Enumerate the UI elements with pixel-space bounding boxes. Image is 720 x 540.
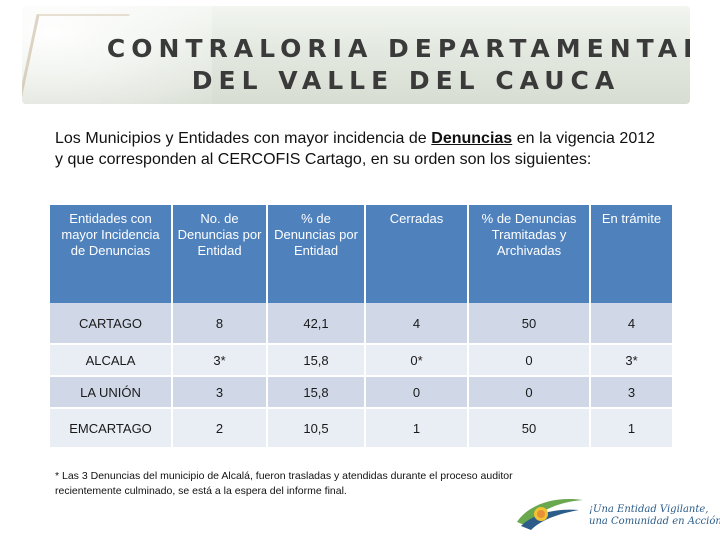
intro-emphasis: Denuncias bbox=[431, 130, 513, 147]
header-entidades: Entidades con mayor Incidencia de Denunc… bbox=[50, 205, 173, 303]
cell-percent: 15,8 bbox=[267, 344, 366, 377]
cell-percent-processed: 0 bbox=[468, 376, 591, 409]
footnote: * Las 3 Denuncias del municipio de Alcal… bbox=[55, 470, 513, 497]
cell-entity: ALCALA bbox=[50, 344, 173, 377]
header-en-tramite: En trámite bbox=[590, 205, 672, 303]
cell-count: 3 bbox=[172, 376, 268, 409]
cell-closed: 1 bbox=[365, 408, 469, 449]
header-banner: CONTRALORIA DEPARTAMENTAL DEL VALLE DEL … bbox=[22, 6, 690, 104]
cell-entity: LA UNIÓN bbox=[50, 376, 173, 409]
cell-closed: 0 bbox=[365, 376, 469, 409]
cell-percent-processed: 50 bbox=[468, 408, 591, 449]
cell-in-process: 3 bbox=[590, 376, 672, 409]
intro-text-start: Los Municipios y Entidades con mayor inc… bbox=[55, 130, 432, 147]
table-header-row: Entidades con mayor Incidencia de Denunc… bbox=[50, 205, 672, 303]
complaints-table: Entidades con mayor Incidencia de Denunc… bbox=[50, 205, 672, 449]
logo-slogan-line2: una Comunidad en Acción! bbox=[589, 516, 720, 527]
cell-percent: 15,8 bbox=[267, 376, 366, 409]
cell-percent: 42,1 bbox=[267, 303, 366, 345]
cell-closed: 4 bbox=[365, 303, 469, 345]
cell-in-process: 3* bbox=[590, 344, 672, 377]
cell-count: 3* bbox=[172, 344, 268, 377]
cell-entity: EMCARTAGO bbox=[50, 408, 173, 449]
swoosh-logo-icon bbox=[517, 498, 583, 530]
header-pct-denuncias: % de Denuncias por Entidad bbox=[267, 205, 366, 303]
logo-slogan-line1: ¡Una Entidad Vigilante, bbox=[589, 504, 709, 515]
header-cerradas: Cerradas bbox=[365, 205, 469, 303]
table-row: LA UNIÓN 3 15,8 0 0 3 bbox=[50, 376, 672, 409]
cell-entity: CARTAGO bbox=[50, 303, 173, 345]
banner-glow bbox=[22, 6, 212, 104]
contraloria-logo: ¡Una Entidad Vigilante, una Comunidad en… bbox=[515, 488, 720, 534]
cell-in-process: 4 bbox=[590, 303, 672, 345]
header-no-denuncias: No. de Denuncias por Entidad bbox=[172, 205, 268, 303]
table-row: CARTAGO 8 42,1 4 50 4 bbox=[50, 303, 672, 345]
cell-percent-processed: 50 bbox=[468, 303, 591, 345]
intro-text-end: en la vigencia 2012 y que corresponden a… bbox=[55, 130, 656, 168]
banner-title-line1: CONTRALORIA DEPARTAMENTAL bbox=[106, 34, 690, 63]
cell-count: 2 bbox=[172, 408, 268, 449]
intro-paragraph: Los Municipios y Entidades con mayor inc… bbox=[55, 128, 655, 170]
cell-closed: 0* bbox=[365, 344, 469, 377]
table-row: ALCALA 3* 15,8 0* 0 3* bbox=[50, 344, 672, 377]
cell-count: 8 bbox=[172, 303, 268, 345]
cell-percent: 10,5 bbox=[267, 408, 366, 449]
banner-title-line2: DEL VALLE DEL CAUCA bbox=[191, 66, 621, 95]
header-pct-tramitadas: % de Denuncias Tramitadas y Archivadas bbox=[468, 205, 591, 303]
cell-percent-processed: 0 bbox=[468, 344, 591, 377]
table-row: EMCARTAGO 2 10,5 1 50 1 bbox=[50, 408, 672, 449]
cell-in-process: 1 bbox=[590, 408, 672, 449]
